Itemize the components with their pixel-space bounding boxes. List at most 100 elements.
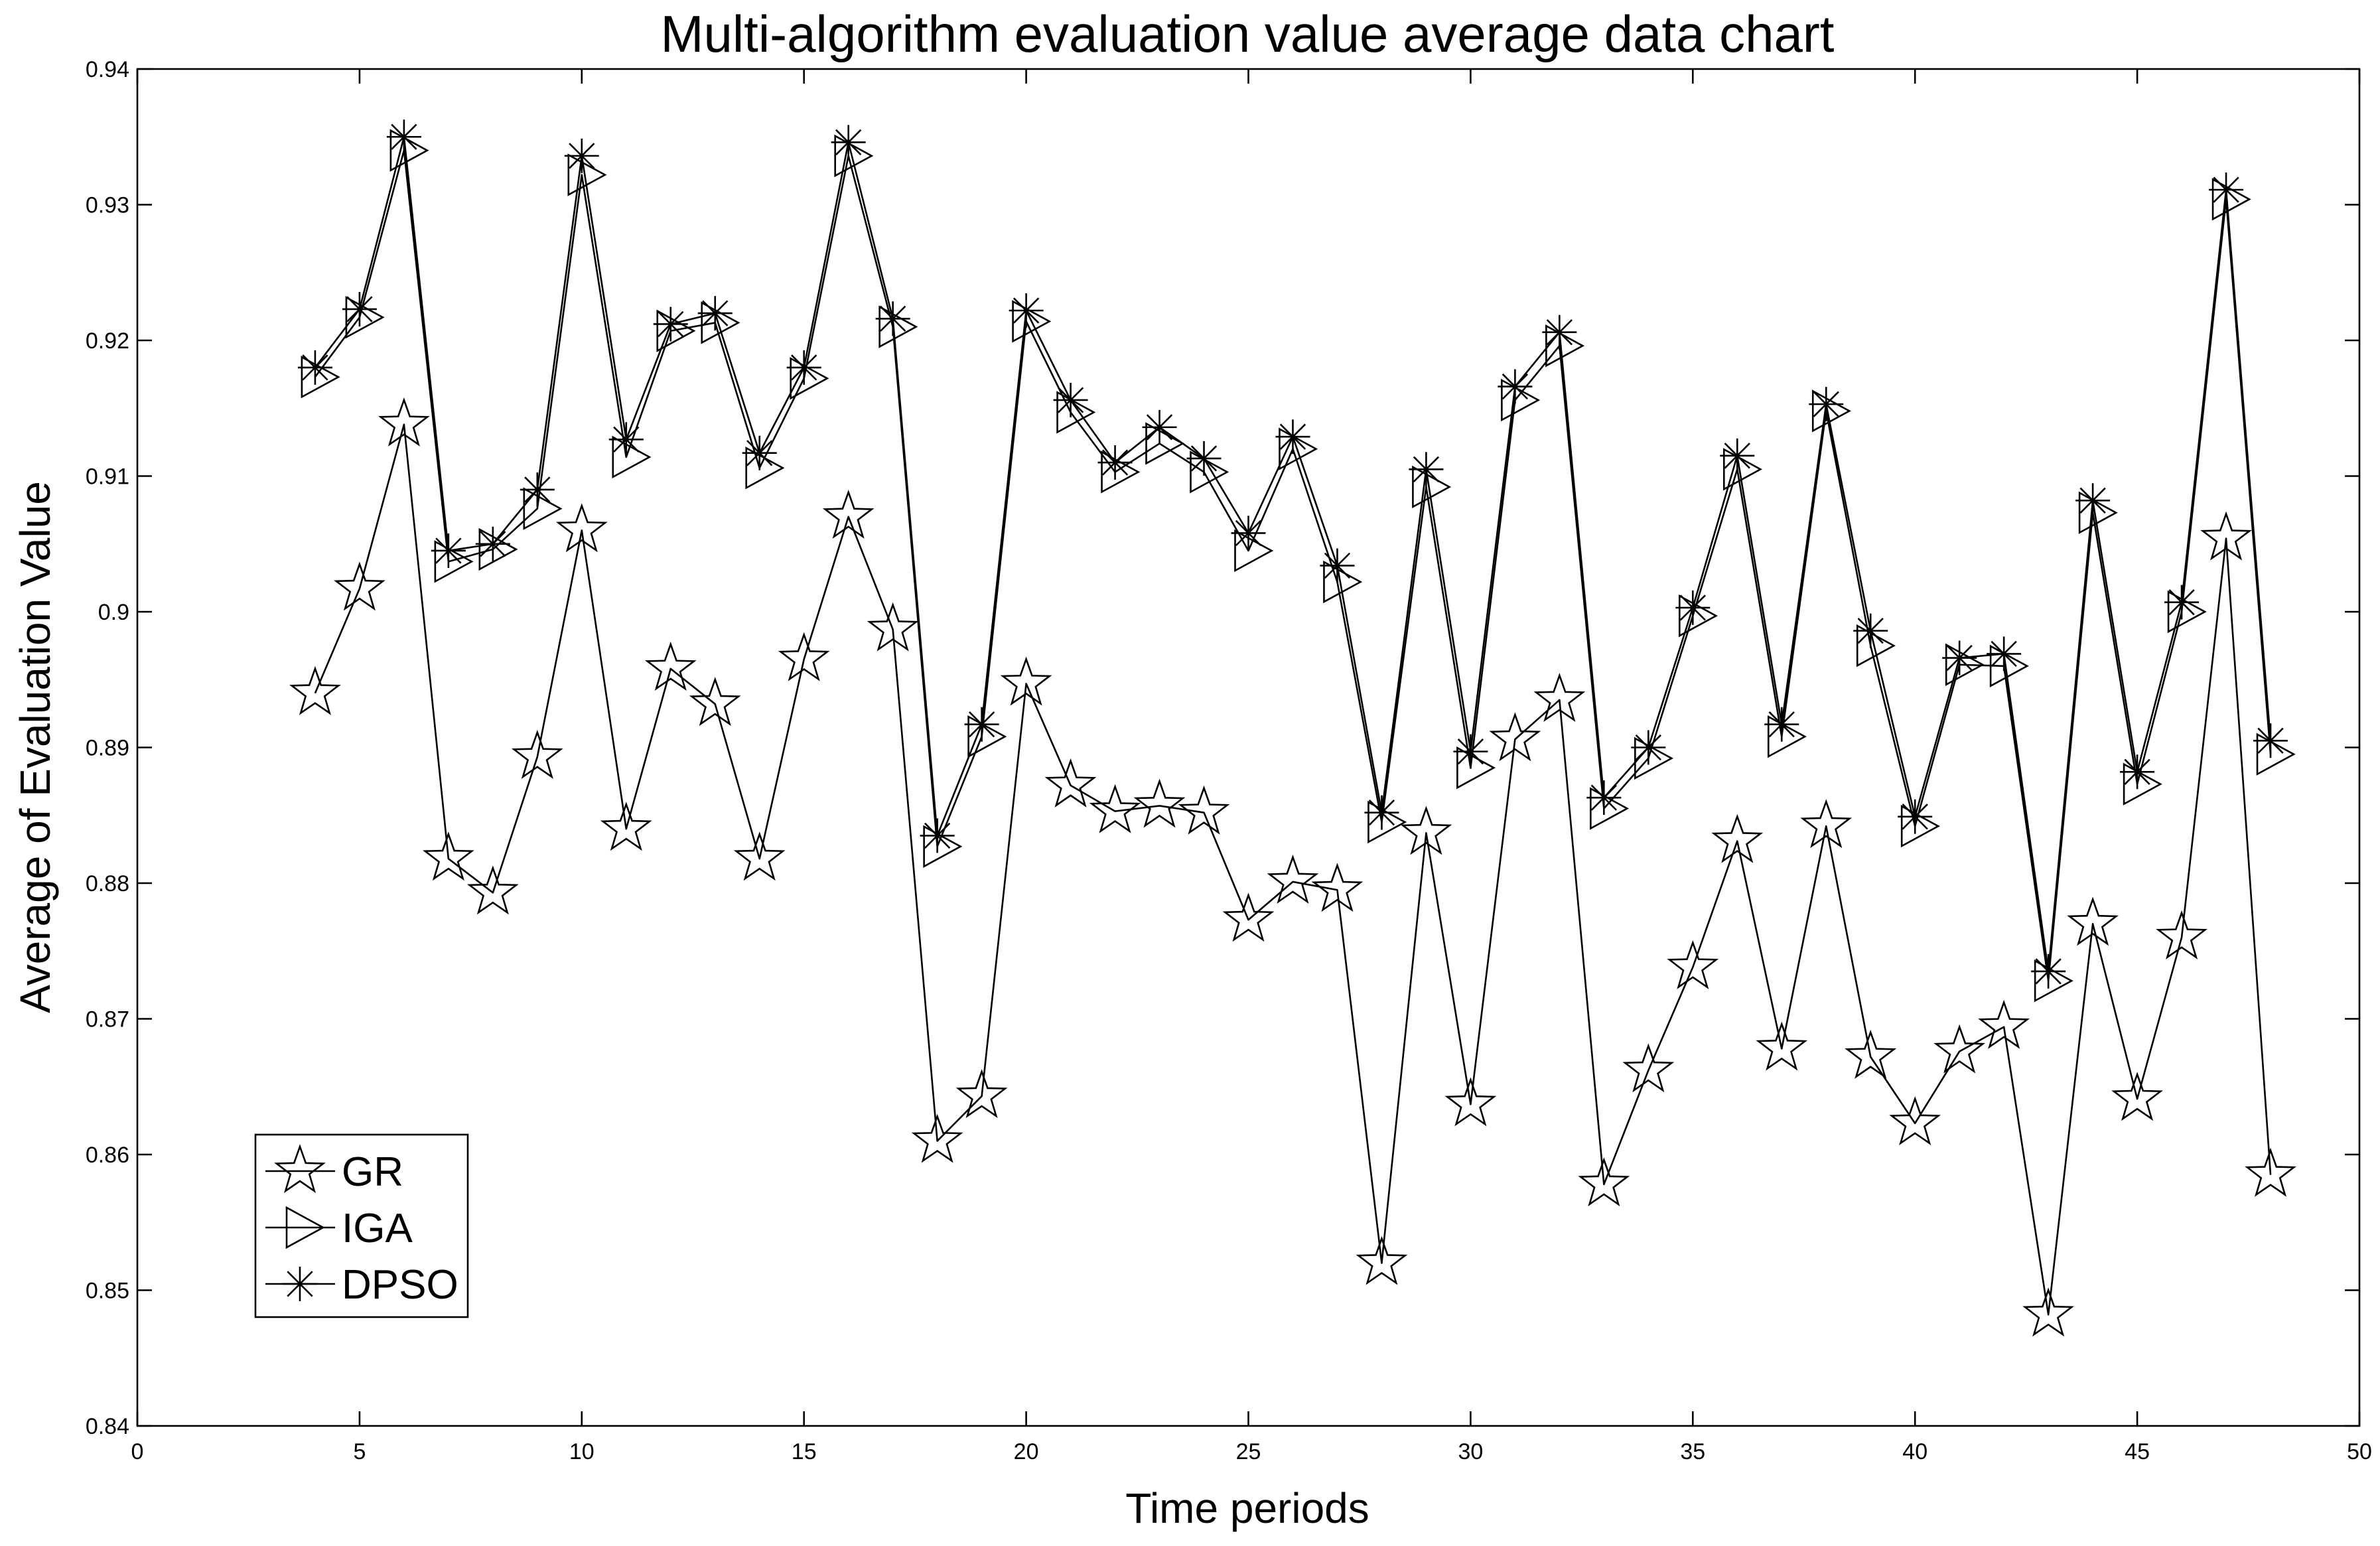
x-tick: 40 bbox=[1902, 69, 1927, 1464]
data-point-dpso bbox=[342, 291, 377, 326]
legend-marker-shape-gr bbox=[274, 1144, 326, 1194]
data-point-dpso bbox=[786, 350, 821, 385]
y-tick: 0.87 bbox=[86, 1007, 2359, 1032]
x-tick-label: 45 bbox=[2125, 1439, 2150, 1464]
x-tick: 30 bbox=[1458, 69, 1483, 1464]
data-point-gr bbox=[1089, 784, 1141, 833]
data-point-iga bbox=[1234, 529, 1274, 573]
data-point-dpso bbox=[1097, 445, 1133, 480]
data-point-iga bbox=[434, 540, 474, 583]
data-point-gr bbox=[1933, 1024, 1986, 1074]
x-tick: 15 bbox=[792, 69, 817, 1464]
data-point-iga bbox=[1545, 324, 1585, 368]
plot-frame bbox=[136, 68, 2361, 1427]
x-tick: 20 bbox=[1014, 69, 1039, 1464]
plot-area: 0 5 10 15 20 25 30 35 40 45 50 0.840.850.860.870.8… bbox=[86, 57, 2372, 1464]
x-axis-ticks: 0 5 10 15 20 25 30 35 40 45 50 bbox=[131, 69, 2372, 1464]
chart-title: Multi-algorithm evaluation value average… bbox=[661, 5, 1835, 63]
data-point-iga bbox=[1634, 737, 1674, 780]
data-point-dpso bbox=[564, 138, 599, 173]
data-point-dpso bbox=[2209, 173, 2244, 208]
y-axis-ticks: 0.84 0.85 0.86 0.87 0.88 0.89 0.9 0.91 0.92 0.93 0… bbox=[86, 57, 2359, 1439]
data-point-dpso bbox=[1275, 419, 1310, 455]
data-point-gr bbox=[378, 397, 430, 447]
y-tick-label: 0.93 bbox=[86, 193, 129, 218]
data-point-iga bbox=[1145, 422, 1185, 465]
data-point-gr bbox=[334, 561, 385, 611]
legend-item-dpso: DPSO bbox=[265, 1262, 458, 1308]
data-point-gr bbox=[2111, 1072, 2163, 1121]
data-point-dpso bbox=[875, 301, 910, 336]
data-point-gr bbox=[1578, 1157, 1630, 1207]
data-point-dpso bbox=[297, 350, 332, 385]
data-point-gr bbox=[1756, 1021, 1808, 1071]
data-point-dpso bbox=[2031, 953, 2066, 989]
y-tick: 0.84 bbox=[86, 1414, 2359, 1439]
data-point-gr bbox=[1800, 799, 1853, 849]
y-tick-label: 0.89 bbox=[86, 736, 129, 761]
legend-marker-iga bbox=[285, 1206, 325, 1249]
data-point-iga bbox=[612, 435, 652, 479]
data-point-dpso bbox=[2075, 483, 2111, 518]
data-point-gr bbox=[1044, 758, 1097, 808]
data-point-iga bbox=[1590, 787, 1630, 830]
data-point-dpso bbox=[1364, 795, 1399, 830]
data-point-gr bbox=[644, 642, 697, 691]
data-point-dpso bbox=[1809, 387, 1844, 422]
y-tick-label: 0.91 bbox=[86, 464, 129, 490]
data-point-gr bbox=[1356, 1235, 1408, 1285]
data-point-iga bbox=[878, 305, 918, 348]
data-point-iga bbox=[1722, 448, 1762, 491]
y-tick: 0.93 bbox=[86, 193, 2359, 218]
data-point-dpso bbox=[1853, 613, 1888, 648]
data-point-iga bbox=[1190, 451, 1229, 494]
data-point-dpso bbox=[697, 296, 733, 331]
data-point-iga bbox=[523, 487, 563, 530]
data-point-iga bbox=[345, 296, 385, 339]
data-point-dpso bbox=[1631, 730, 1666, 765]
data-point-dpso bbox=[520, 472, 555, 507]
data-point-dpso bbox=[1987, 636, 2022, 671]
data-point-iga bbox=[1945, 643, 1985, 686]
data-point-gr bbox=[1845, 1029, 1897, 1079]
y-tick: 0.86 bbox=[86, 1143, 2359, 1168]
x-tick: 0 bbox=[131, 69, 143, 1464]
x-tick-label: 10 bbox=[569, 1439, 595, 1464]
legend-marker-shape-dpso bbox=[283, 1267, 317, 1301]
y-tick-label: 0.85 bbox=[86, 1279, 129, 1304]
legend-item-gr: GR bbox=[265, 1144, 403, 1195]
data-point-gr bbox=[1222, 892, 1275, 942]
data-point-gr bbox=[778, 632, 830, 681]
data-point-gr bbox=[2022, 1287, 2075, 1337]
data-point-dpso bbox=[2164, 585, 2200, 620]
data-point-gr bbox=[2200, 511, 2252, 561]
data-point-gr bbox=[1000, 656, 1052, 706]
data-point-dpso bbox=[475, 526, 510, 561]
data-point-gr bbox=[689, 677, 741, 727]
data-point-gr bbox=[2067, 896, 2119, 946]
data-point-dpso bbox=[1320, 548, 1355, 583]
x-tick: 45 bbox=[2125, 69, 2150, 1464]
data-point-dpso bbox=[1498, 369, 1533, 404]
series-gr bbox=[289, 397, 2296, 1337]
data-point-dpso bbox=[608, 422, 644, 457]
data-point-dpso bbox=[1542, 315, 1577, 350]
x-tick-label: 30 bbox=[1458, 1439, 1483, 1464]
data-point-gr bbox=[822, 489, 875, 539]
data-point-iga bbox=[1811, 389, 1851, 433]
data-point-gr bbox=[733, 831, 786, 881]
x-tick: 35 bbox=[1680, 69, 1705, 1464]
data-point-gr bbox=[1311, 863, 1364, 912]
legend-marker-gr bbox=[274, 1144, 326, 1194]
data-point-iga bbox=[1856, 624, 1896, 668]
data-point-iga bbox=[745, 447, 785, 490]
legend: GR IGA DPSO bbox=[254, 1133, 469, 1318]
data-point-dpso bbox=[1764, 707, 1799, 742]
legend-item-iga: IGA bbox=[265, 1206, 413, 1251]
data-point-gr bbox=[600, 802, 652, 851]
data-point-dpso bbox=[964, 707, 999, 742]
data-point-dpso bbox=[386, 119, 421, 155]
data-point-iga bbox=[834, 134, 874, 178]
x-tick-label: 50 bbox=[2347, 1439, 2372, 1464]
data-point-gr bbox=[1978, 999, 2030, 1049]
